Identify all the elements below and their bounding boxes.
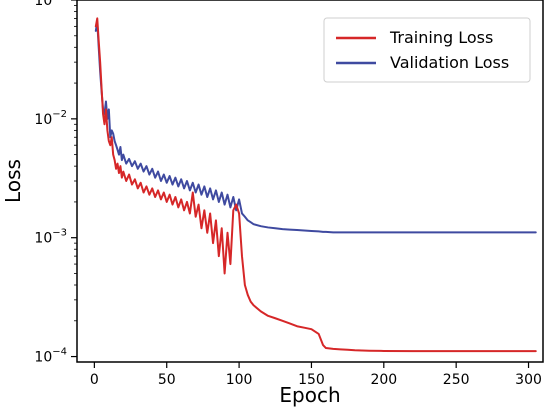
x-tick-label: 250 [443,372,470,388]
x-tick-label: 300 [515,372,542,388]
legend-box [323,17,531,83]
y-axis-ticks: 10−4 10−3 10−2 10−1 [34,0,77,366]
y-minor-ticks [74,5,77,322]
x-tick-label: 200 [370,372,397,388]
y-tick-label: 10−3 [34,228,67,247]
legend-label-training: Training Loss [389,28,493,47]
y-tick-label: 10−2 [34,109,67,128]
x-tick-label: 150 [298,372,325,388]
y-tick-label: 10−4 [34,347,67,366]
y-tick-label: 10−1 [34,0,67,9]
training-loss-line [94,17,537,353]
x-tick-label: 100 [226,372,253,388]
plot-lines [94,17,537,353]
x-tick-label: 50 [158,372,176,388]
x-axis-ticks: 0 50 100 150 200 250 300 [90,362,542,388]
validation-loss-line [94,21,537,234]
x-axis-label: Epoch [279,383,340,407]
legend-label-validation: Validation Loss [390,53,509,72]
legend: Training Loss Validation Loss [323,17,531,83]
y-axis-label: Loss [1,159,25,203]
x-tick-label: 0 [90,372,99,388]
